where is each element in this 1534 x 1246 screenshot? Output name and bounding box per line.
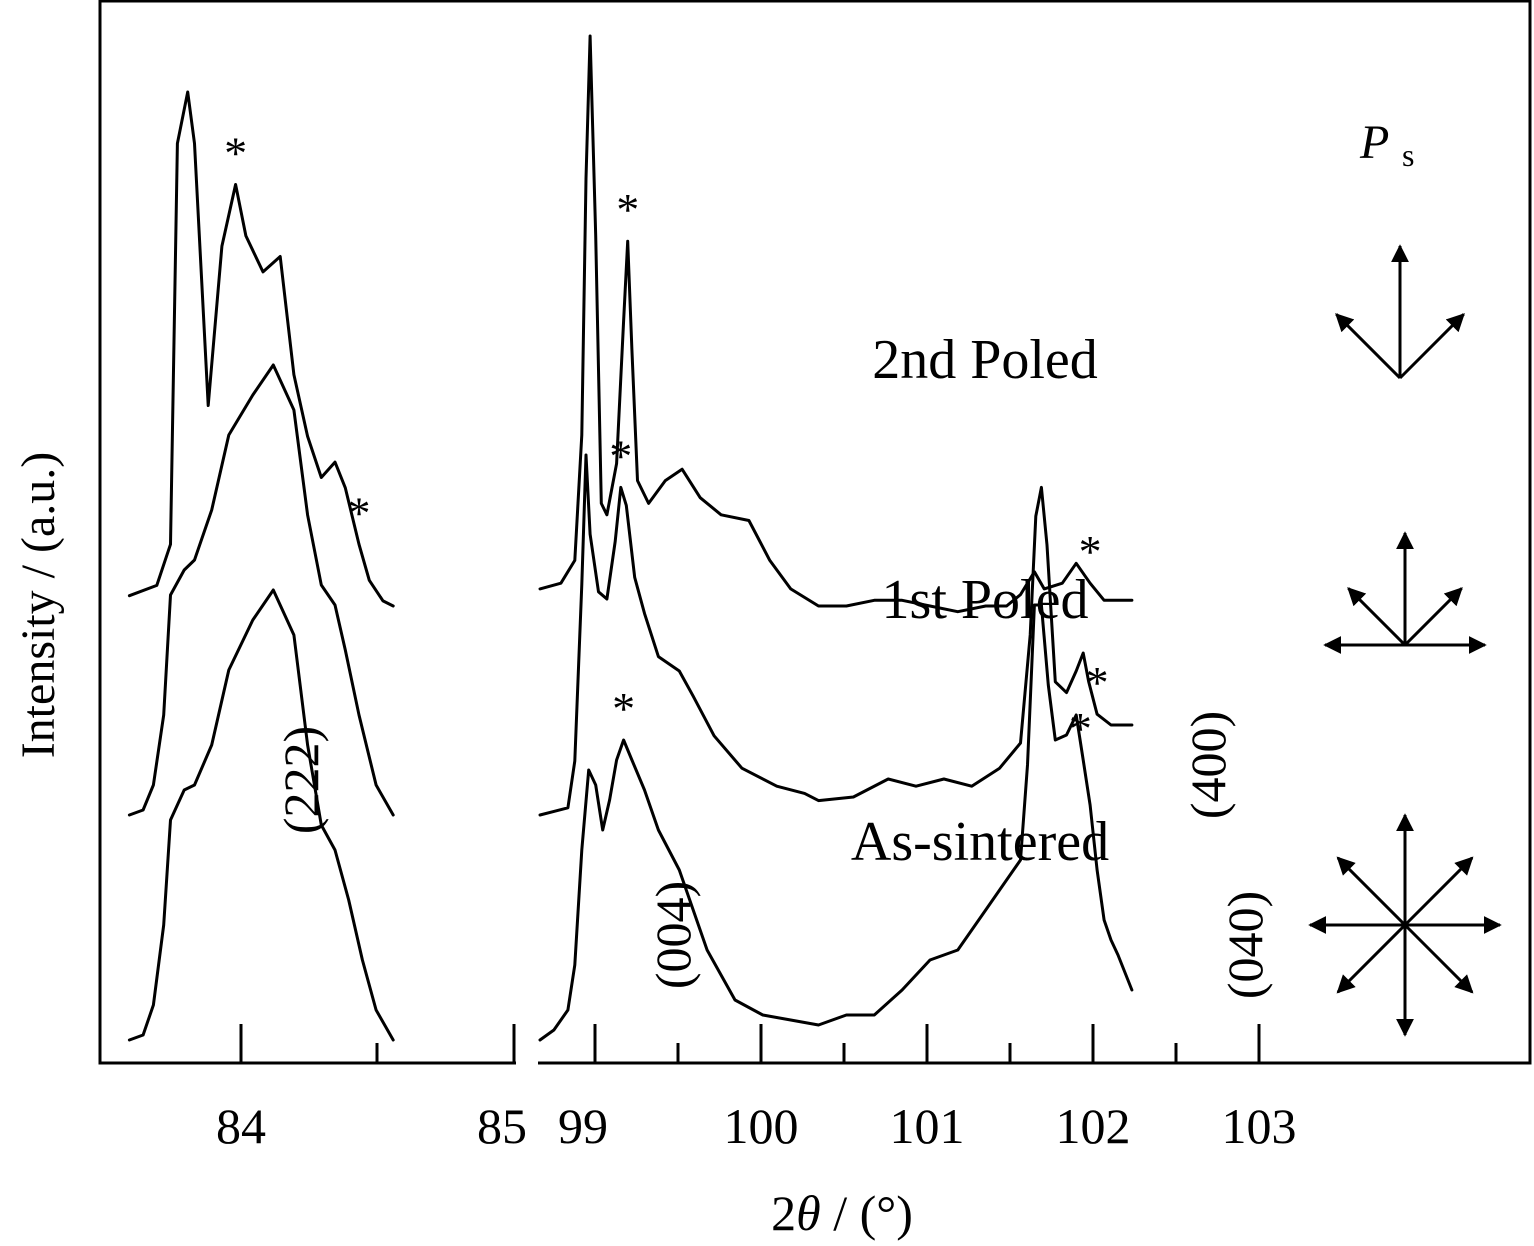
- series-label-1st-poled: 1st Poled: [882, 569, 1089, 631]
- peak-asterisk: *: [224, 128, 247, 179]
- polarization-arrow-up-left: [1336, 856, 1407, 927]
- peak-asterisk: *: [616, 184, 639, 235]
- y-axis-label: Intensity / (a.u.): [12, 452, 65, 759]
- polarization-arrow-up-right: [1403, 856, 1474, 927]
- polarization-diagram-1st-poled: [1323, 531, 1487, 654]
- trace-1st-poled-right: [538, 453, 1134, 817]
- peak-asterisk: *: [612, 683, 635, 734]
- x-tick-label-right-103: 103: [1222, 1098, 1297, 1154]
- polarization-diagram-as-sintered: [1308, 813, 1502, 1037]
- x-tick-label-right-101: 101: [890, 1098, 965, 1154]
- peak-asterisk: *: [1079, 526, 1102, 577]
- x-tick-label-right-99: 99: [558, 1098, 608, 1154]
- peak-label-222: (222): [273, 726, 329, 834]
- polarization-diagram-2nd-poled: [1335, 244, 1465, 380]
- trace-as-sintered-left: [127, 588, 395, 1042]
- trace-1st-poled-left: [127, 363, 395, 817]
- polarization-label: P: [1359, 116, 1389, 169]
- x-ticks: 84 85 99 100 101 102 103: [216, 1024, 1297, 1154]
- x-tick-label-left-85: 85: [477, 1098, 527, 1154]
- axis-break-gap: [516, 1040, 538, 1070]
- plot-frame: [98, 0, 1532, 1065]
- polarization-arrow-up-left: [1335, 313, 1402, 380]
- polarization-arrow-up-right: [1403, 587, 1463, 647]
- x-tick-label-left-84: 84: [216, 1098, 266, 1154]
- peak-label-004: (004): [645, 881, 701, 989]
- peak-asterisk: *: [347, 487, 370, 538]
- peak-asterisk: *: [1069, 703, 1092, 754]
- peak-asterisk: *: [1086, 657, 1109, 708]
- peak-label-040: (040): [1217, 891, 1273, 999]
- polarization-arrow-up-left: [1347, 587, 1407, 647]
- polarization-diagrams: [1308, 244, 1502, 1037]
- polarization-arrow-down-left: [1336, 923, 1407, 994]
- polarization-arrow-down-right: [1403, 923, 1474, 994]
- x-axis-label: 2θ / (°): [771, 1185, 913, 1241]
- peak-label-400: (400): [1180, 711, 1236, 819]
- diffraction-traces: [127, 34, 1134, 1042]
- x-tick-label-right-102: 102: [1056, 1098, 1131, 1154]
- trace-as-sintered-right: [538, 603, 1134, 1042]
- polarization-subscript: s: [1402, 137, 1414, 173]
- trace-2nd-poled-left: [127, 90, 395, 608]
- polarization-arrow-up-right: [1398, 313, 1465, 380]
- series-label-2nd-poled: 2nd Poled: [872, 329, 1098, 391]
- peak-asterisk: *: [609, 430, 632, 481]
- x-tick-label-right-100: 100: [724, 1098, 799, 1154]
- series-label-as-sintered: As-sintered: [851, 811, 1109, 873]
